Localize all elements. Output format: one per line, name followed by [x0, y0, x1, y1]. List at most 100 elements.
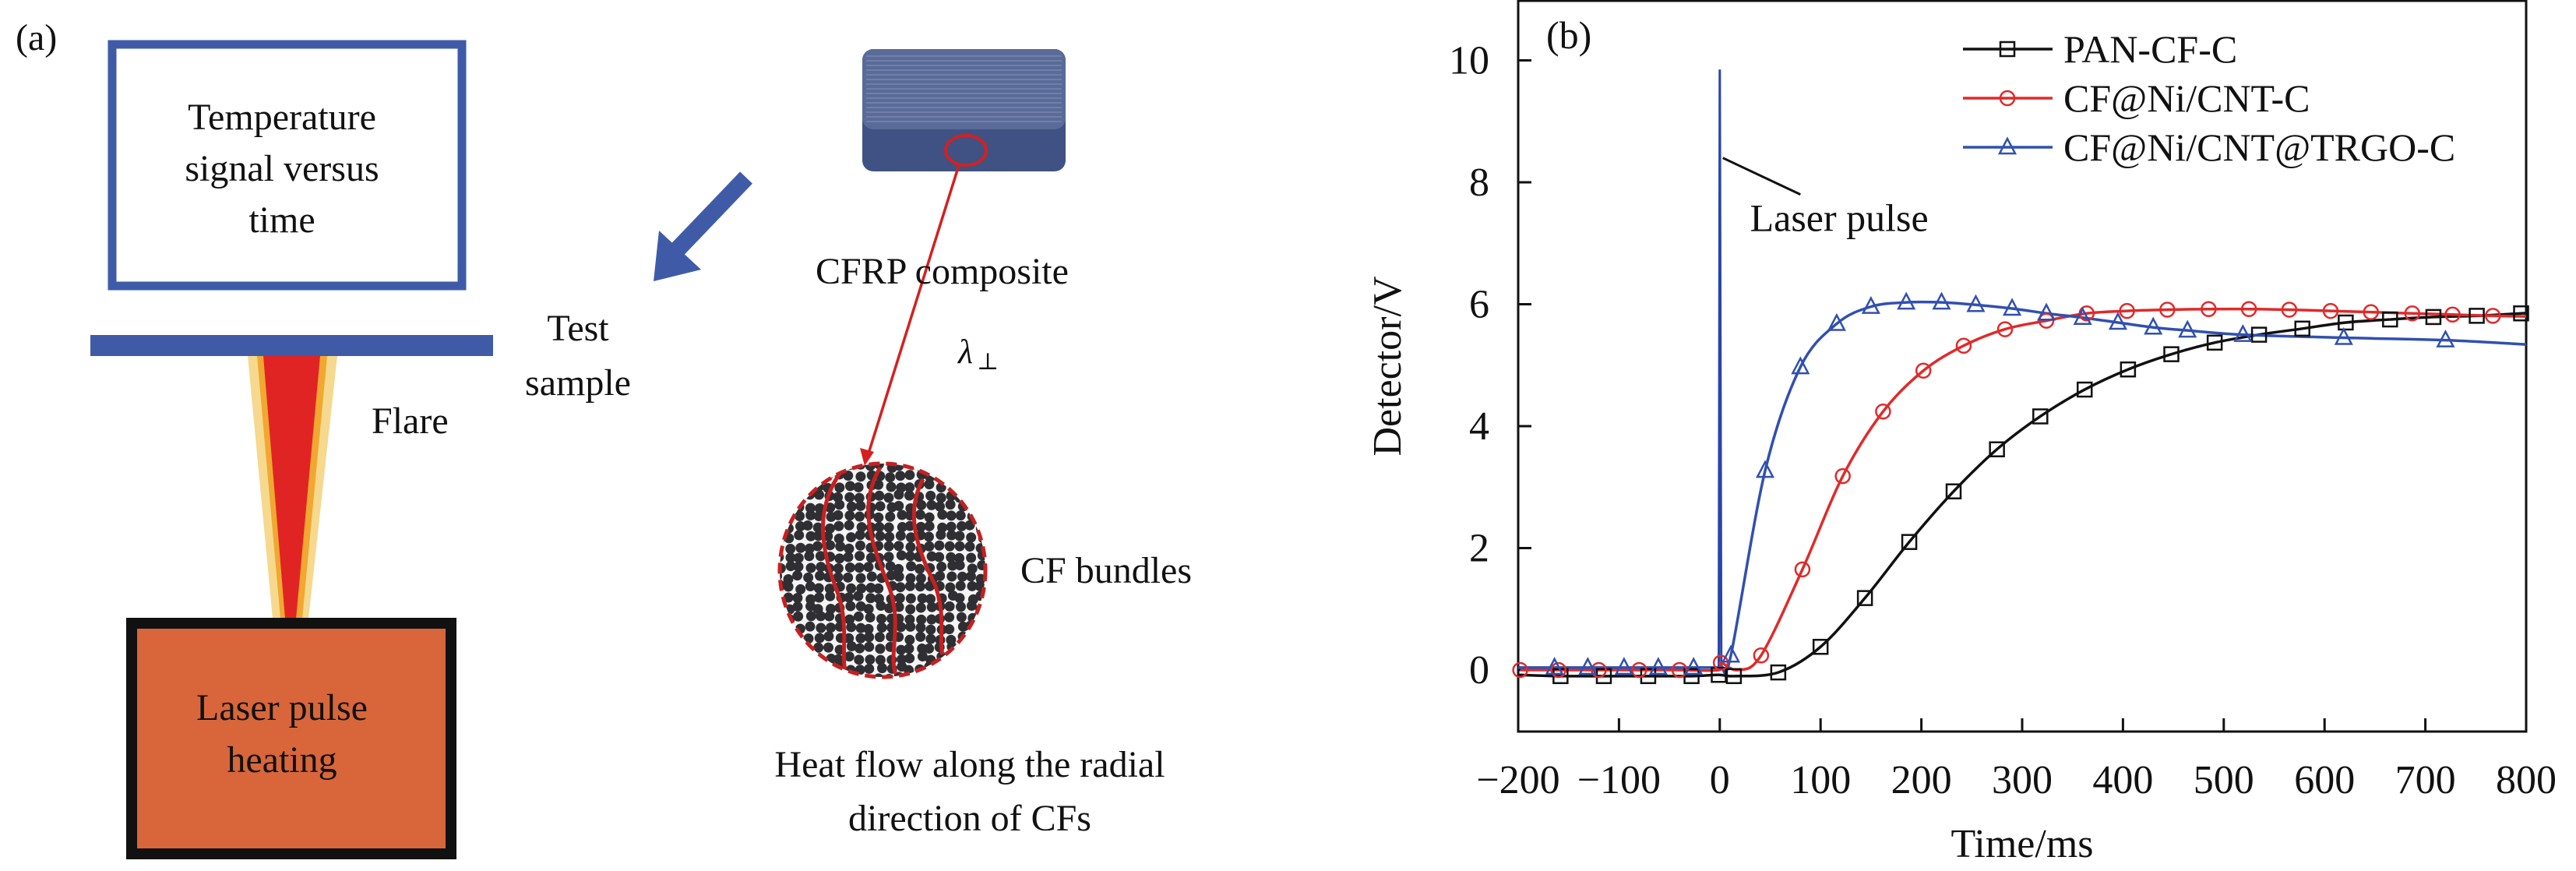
data-point-cf-ni-cnt-trgo-c	[1684, 657, 1704, 675]
x-tick-label: 100	[1790, 758, 1851, 802]
monitor-text-line1: Temperature	[188, 97, 376, 138]
x-tick-label: 0	[1710, 758, 1730, 802]
data-point-pan-cf-c	[1725, 668, 1743, 685]
test-sample-label-line2: sample	[525, 362, 631, 404]
data-point-pan-cf-c	[2032, 408, 2049, 425]
data-point-cf-ni-cnt-trgo-c	[1827, 312, 1846, 331]
y-tick-label: 8	[1469, 160, 1489, 205]
laser-pulse-spike	[1718, 69, 1723, 668]
data-point-cf-ni-cnt-trgo-c	[2073, 307, 2092, 325]
data-point-pan-cf-c	[2469, 308, 2485, 324]
data-point-cf-ni-cnt-trgo-c	[1932, 291, 1951, 310]
monitor-text-line3: time	[248, 199, 315, 241]
x-tick-label: 400	[2092, 758, 2153, 802]
data-point-cf-ni-cnt-trgo-c	[1545, 657, 1564, 675]
series-line-cf-ni-cnt-c	[1520, 307, 2527, 672]
lambda-symbol: λ	[957, 333, 973, 371]
laser-text-line2: heating	[227, 739, 337, 781]
y-axis-label: Detector/V	[1366, 276, 1410, 456]
data-point-cf-ni-cnt-trgo-c	[1578, 657, 1598, 675]
data-point-cf-ni-cnt-c	[2240, 301, 2257, 318]
legend: PAN-CF-C CF@Ni/CNT-C CF@Ni/CNT@TRGO-C	[1963, 27, 2455, 169]
data-point-pan-cf-c	[1989, 441, 2005, 457]
data-point-cf-ni-cnt-c	[1794, 561, 1811, 578]
cfrp-device-icon	[862, 49, 1066, 171]
data-point-pan-cf-c	[2382, 311, 2398, 328]
x-tick-label: 500	[2194, 758, 2254, 802]
cf-bundle-icon	[777, 461, 988, 679]
annotation-laser-pulse: Laser pulse	[1750, 196, 1929, 240]
data-point-cf-ni-cnt-trgo-c	[1861, 295, 1880, 314]
data-point-pan-cf-c	[1945, 483, 1962, 499]
data-point-pan-cf-c	[2513, 305, 2529, 322]
data-point-cf-ni-cnt-trgo-c	[2334, 326, 2353, 345]
data-point-cf-ni-cnt-c	[1875, 403, 1891, 420]
legend-label-pan-cf-c: PAN-CF-C	[2063, 27, 2237, 71]
data-point-cf-ni-cnt-trgo-c	[2036, 302, 2056, 321]
data-point-pan-cf-c	[1711, 667, 1727, 683]
x-tick-label: 200	[1891, 758, 1952, 802]
data-point-cf-ni-cnt-c	[2119, 302, 2135, 319]
cf-bundles-label: CF bundles	[1020, 550, 1192, 591]
data-point-pan-cf-c	[2338, 314, 2354, 331]
series-line-pan-cf-c	[1517, 312, 2528, 678]
heat-flow-line1: Heat flow along the radial	[774, 744, 1165, 785]
data-point-cf-ni-cnt-c	[2485, 308, 2501, 324]
data-point-cf-ni-cnt-trgo-c	[1966, 294, 1986, 312]
x-tick-label: 700	[2395, 758, 2456, 802]
data-point-pan-cf-c	[1812, 639, 1829, 655]
data-point-cf-ni-cnt-trgo-c	[2144, 316, 2163, 335]
series-line-cf-ni-cnt-trgo-c	[1517, 300, 2527, 675]
data-point-cf-ni-cnt-c	[1512, 661, 1528, 679]
panel-b-label: (b)	[1546, 13, 1591, 57]
data-point-cf-ni-cnt-trgo-c	[1614, 657, 1633, 675]
data-point-cf-ni-cnt-trgo-c	[2178, 319, 2197, 338]
data-point-pan-cf-c	[2120, 361, 2137, 378]
annotation-pointer	[1722, 157, 1801, 196]
panel-a-label: (a)	[16, 17, 57, 58]
data-point-cf-ni-cnt-trgo-c	[1897, 291, 1916, 310]
data-point-cf-ni-cnt-c	[1671, 661, 1688, 679]
data-point-cf-ni-cnt-c	[2201, 301, 2217, 318]
data-point-pan-cf-c	[1770, 664, 1787, 681]
data-point-cf-ni-cnt-c	[1996, 321, 2014, 337]
data-point-cf-ni-cnt-c	[2322, 302, 2339, 319]
data-point-cf-ni-cnt-trgo-c	[1755, 460, 1775, 478]
legend-label-cf-ni-cnt-c: CF@Ni/CNT-C	[2063, 76, 2310, 120]
flare-red	[263, 356, 320, 619]
data-point-cf-ni-cnt-trgo-c	[2108, 312, 2128, 330]
y-tick-label: 2	[1469, 527, 1489, 571]
monitor-text-line2: signal versus	[185, 148, 379, 189]
data-point-pan-cf-c	[2163, 346, 2180, 362]
data-point-pan-cf-c	[2206, 334, 2223, 351]
data-point-pan-cf-c	[2250, 326, 2268, 343]
test-sample-label-line1: Test	[547, 308, 609, 349]
x-tick-label: −200	[1476, 758, 1559, 802]
y-tick-label: 0	[1469, 648, 1489, 693]
data-point-pan-cf-c	[1901, 534, 1918, 550]
data-point-cf-ni-cnt-c	[1955, 337, 1972, 354]
data-point-cf-ni-cnt-c	[2159, 302, 2176, 318]
data-point-cf-ni-cnt-c	[2363, 304, 2379, 320]
data-point-cf-ni-cnt-trgo-c	[2436, 329, 2455, 347]
heat-flow-line2: direction of CFs	[848, 798, 1091, 839]
plot-frame	[1517, 0, 2528, 733]
legend-marker-cf-ni-cnt-c	[1999, 90, 2016, 107]
panel-a-schematic: (a) Temperature signal versus time Test …	[16, 17, 1192, 859]
data-point-cf-ni-cnt-c	[2444, 306, 2461, 323]
test-sample-bar	[90, 335, 493, 356]
data-point-pan-cf-c	[1856, 590, 1873, 606]
y-tick-label: 10	[1449, 39, 1489, 83]
data-point-cf-ni-cnt-c	[1915, 362, 1932, 379]
laser-heating-box	[126, 618, 456, 859]
laser-text-line1: Laser pulse	[196, 687, 368, 728]
data-point-cf-ni-cnt-c	[1550, 661, 1567, 679]
y-tick-label: 6	[1469, 283, 1489, 327]
data-point-cf-ni-cnt-c	[1631, 661, 1647, 679]
data-point-cf-ni-cnt-trgo-c	[2233, 323, 2253, 342]
data-point-cf-ni-cnt-c	[2038, 312, 2055, 329]
legend-marker-pan-cf-c	[1999, 41, 2016, 58]
x-axis-label: Time/ms	[1951, 822, 2093, 866]
x-tick-label: 300	[1992, 758, 2053, 802]
